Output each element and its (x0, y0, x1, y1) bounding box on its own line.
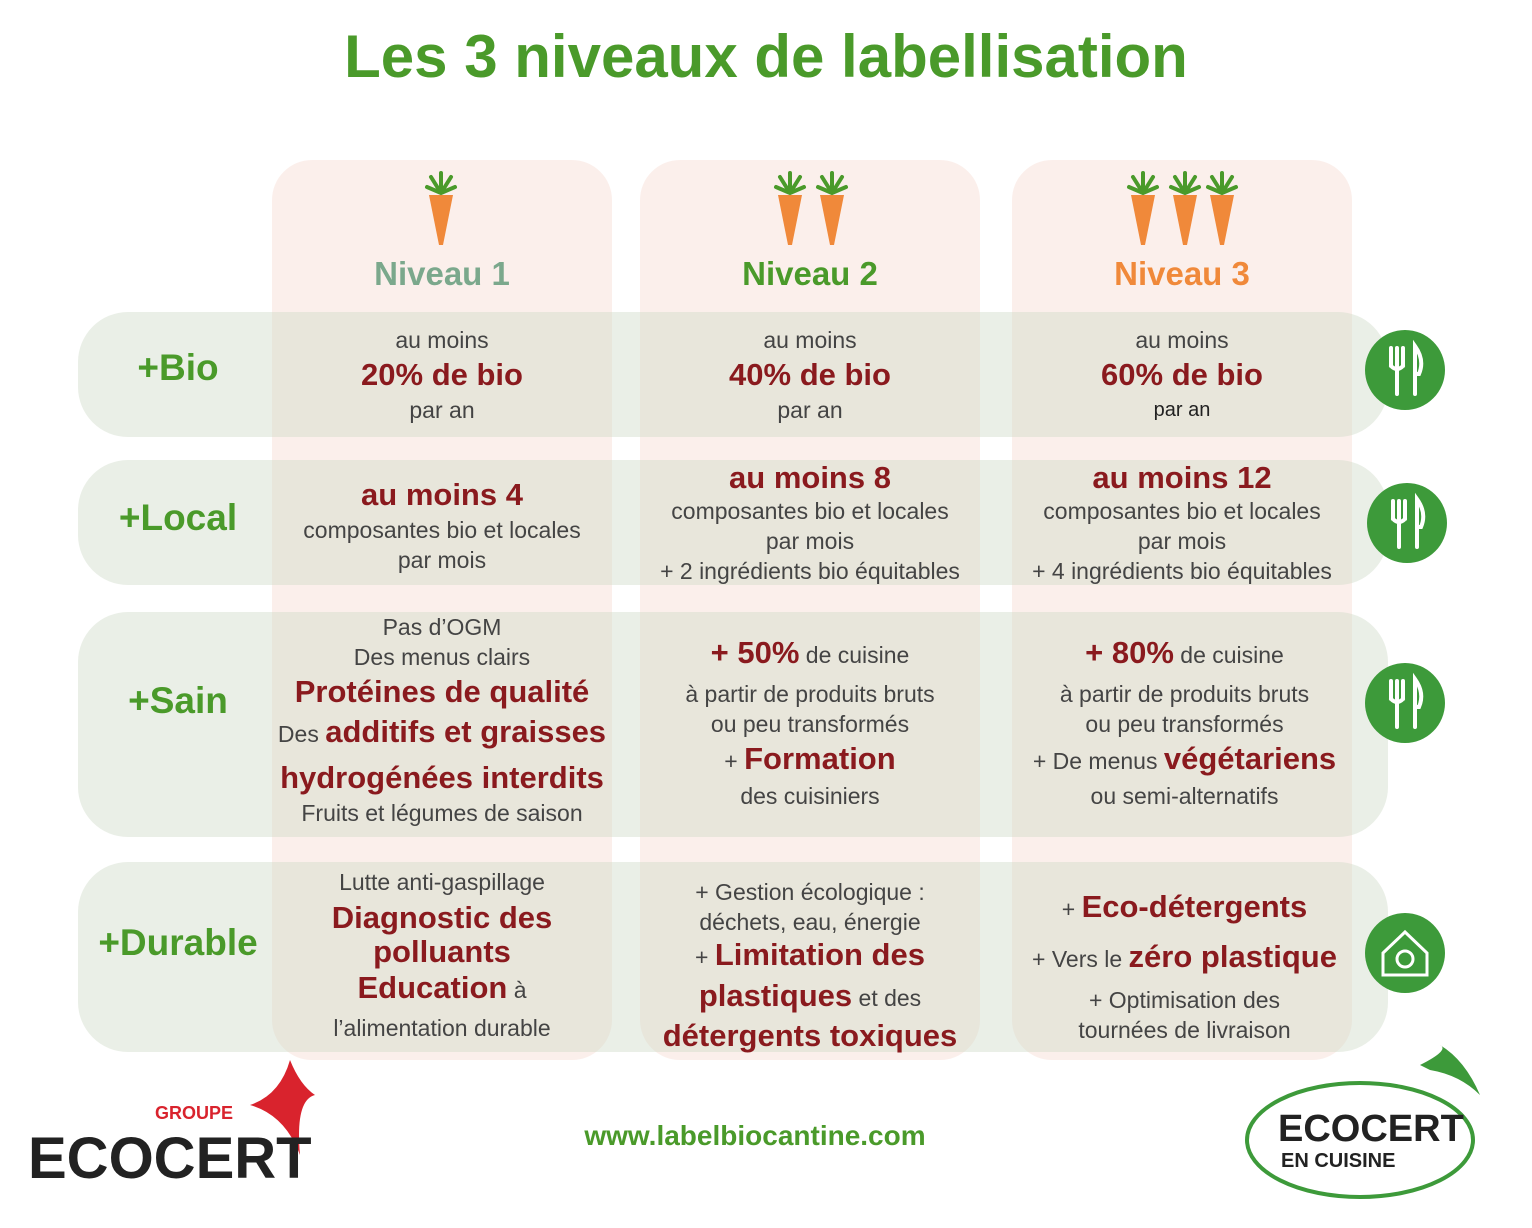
logo-text: GROUPE (155, 1103, 234, 1123)
text: tournées de livraison (1078, 1017, 1291, 1043)
text: l’alimentation durable (333, 1015, 551, 1041)
logo-text: EN CUISINE (1281, 1150, 1396, 1172)
website: www.labelbiocantine.com (584, 1120, 926, 1151)
highlight: 60% de bio (1101, 357, 1263, 392)
text: de cuisine (1173, 642, 1284, 668)
text: des cuisiniers (740, 783, 880, 809)
text: ou semi-alternatifs (1090, 783, 1279, 809)
logo-text: ECOCERT (28, 1126, 312, 1191)
highlight: + 80% (1085, 635, 1174, 670)
text: Fruits et légumes de saison (301, 800, 583, 826)
text: + 4 ingrédients bio équitables (1032, 557, 1332, 584)
text: ou peu transformés (1085, 711, 1284, 737)
text: + (724, 748, 745, 774)
highlight: + 50% (710, 635, 800, 670)
column-bg (640, 160, 980, 1060)
row-bg (78, 862, 1388, 1052)
highlight: Diagnostic des (331, 900, 553, 935)
highlight: plastiques (698, 978, 853, 1013)
text: + (695, 944, 715, 970)
text: à (507, 977, 527, 1003)
highlight: au moins 12 (1092, 459, 1272, 495)
cell: + Eco-détergents + Vers le zéro plastiqu… (1012, 880, 1357, 1050)
title: Les 3 niveaux de labellisation (344, 23, 1188, 90)
row-icons (1363, 328, 1449, 993)
text: de cuisine (799, 642, 910, 668)
text: par an (1153, 399, 1211, 421)
text: Des (277, 721, 326, 747)
cell: au moins 40% de bio par an (640, 315, 980, 435)
text: au moins (395, 327, 489, 353)
highlight: hydrogénées interdits (280, 760, 604, 795)
text: + Gestion écologique : (695, 879, 925, 905)
row-label: +Durable (98, 922, 258, 963)
cell: Pas d’OGM Des menus clairs Protéines de … (272, 610, 612, 830)
text: par mois (765, 527, 855, 554)
text: par an (777, 397, 843, 423)
logo-right-shape (1245, 1045, 1480, 1199)
text: + Vers le (1032, 946, 1129, 972)
column-bg (272, 160, 612, 1060)
cell: au moins 20% de bio par an (272, 315, 612, 435)
row-label: +Local (118, 497, 238, 538)
logo-text: ECOCERT (1278, 1108, 1464, 1150)
text: + 2 ingrédients bio équitables (660, 557, 960, 584)
cell: + Gestion écologique : déchets, eau, éne… (640, 875, 980, 1055)
text: au moins (1135, 327, 1229, 353)
highlight: zéro plastique (1128, 939, 1337, 974)
cell: + 50% de cuisine à partir de produits br… (640, 630, 980, 810)
cell: Lutte anti-gaspillage Diagnostic des pol… (272, 858, 612, 1048)
highlight: Protéines de qualité (294, 674, 590, 709)
highlight: Eco-détergents (1081, 889, 1308, 924)
cell: au moins 4 composantes bio et locales pa… (272, 462, 612, 587)
text: + Optimisation des (1088, 987, 1281, 1013)
text: Des menus clairs (353, 644, 531, 670)
row-bg (78, 612, 1388, 837)
column-bg (1012, 160, 1352, 1060)
text: déchets, eau, énergie (699, 909, 921, 935)
text: par an (409, 397, 475, 423)
text: par mois (397, 546, 487, 573)
highlight: détergents toxiques (662, 1018, 958, 1053)
text: Lutte anti-gaspillage (339, 869, 545, 895)
text: composantes bio et locales (1043, 497, 1321, 524)
level-title: Niveau 2 (742, 255, 878, 292)
cell: + 80% de cuisine à partir de produits br… (1012, 630, 1357, 810)
text: par mois (1137, 527, 1227, 554)
text: Pas d’OGM (382, 614, 502, 640)
cell: au moins 60% de bio par an (1012, 315, 1352, 435)
highlight: 40% de bio (729, 357, 891, 392)
swallow-left (250, 1060, 315, 1155)
row-bg (78, 312, 1388, 437)
text: et des (852, 985, 922, 1011)
level-title: Niveau 1 (374, 255, 510, 292)
text: ou peu transformés (710, 711, 910, 737)
cell: au moins 8 composantes bio et locales pa… (640, 455, 980, 590)
cell: au moins 12 composantes bio et locales p… (1012, 455, 1352, 590)
highlight: additifs et graisses (325, 714, 607, 749)
text: + (1061, 896, 1082, 922)
highlight: au moins 4 (361, 476, 523, 512)
highlight: Education (357, 970, 508, 1005)
text: composantes bio et locales (671, 497, 949, 524)
text: à partir de produits bruts (1059, 681, 1310, 707)
row-label: +Bio (137, 347, 219, 388)
highlight: végétariens (1163, 741, 1337, 776)
highlight: 20% de bio (361, 357, 523, 392)
highlight: Limitation des (714, 937, 925, 972)
highlight: Formation (744, 741, 896, 776)
text: à partir de produits bruts (685, 681, 935, 707)
highlight: polluants (373, 934, 511, 969)
text: au moins (763, 327, 857, 353)
highlight: au moins 8 (729, 459, 891, 495)
text: + De menus (1032, 748, 1164, 774)
text: composantes bio et locales (303, 516, 581, 543)
row-label: +Sain (128, 680, 228, 721)
row-bg (78, 460, 1388, 585)
level-title: Niveau 3 (1114, 255, 1250, 292)
